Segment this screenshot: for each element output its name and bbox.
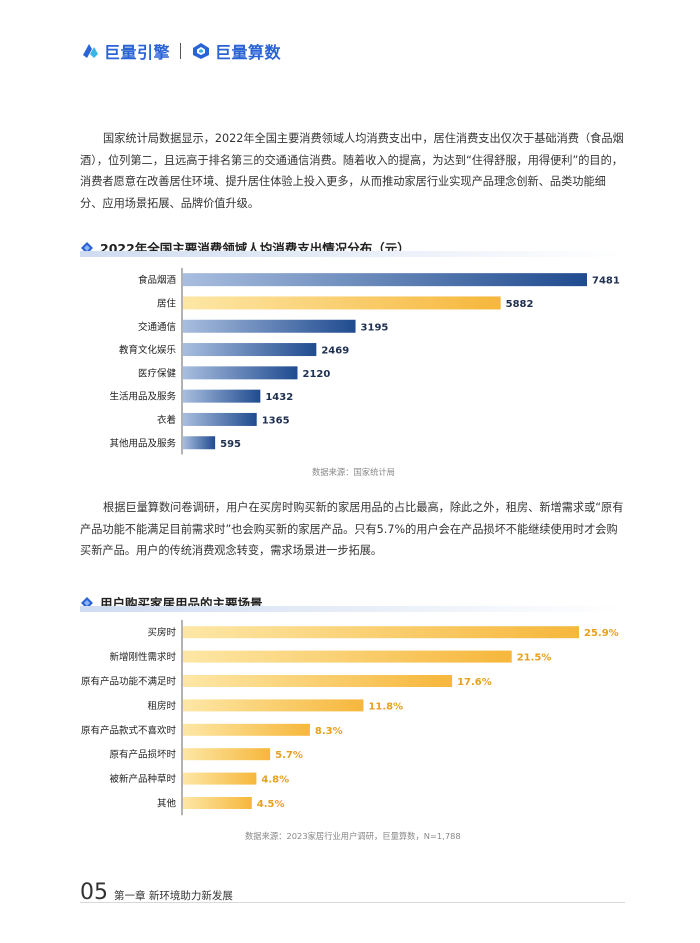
category-label: 原有产品款式不喜欢时 [81, 724, 177, 736]
section-bullet-icon [81, 241, 93, 254]
value-label: 2120 [302, 369, 330, 380]
brand-logo-1[interactable]: 巨量引擎 [80, 39, 170, 63]
value-label: 1365 [262, 415, 290, 426]
brand-name-1: 巨量引擎 [104, 43, 171, 62]
value-label: 5882 [506, 299, 534, 310]
value-label: 4.8% [261, 775, 289, 786]
value-label: 11.8% [368, 701, 403, 712]
bar [183, 389, 261, 403]
category-label: 新增刚性需求时 [109, 651, 176, 663]
category-label: 租房时 [147, 700, 176, 712]
bar [183, 343, 317, 357]
section-bullet-icon [81, 596, 93, 609]
value-label: 21.5% [517, 653, 552, 664]
bar [183, 650, 512, 663]
chart2-source: 数据来源：2023家居行业用户调研，巨量算数，N=1,788 [245, 831, 461, 841]
category-label: 原有产品损坏时 [109, 749, 176, 761]
scenario-bar-chart-svg: 买房时 25.9% 新增刚性需求时 21.5% 原有产品功能不满足时 17.6% 租房时 11… [81, 620, 619, 816]
value-label: 5.7% [275, 750, 303, 761]
category-label: 买房时 [147, 627, 176, 639]
suanshu-logo-icon [193, 43, 210, 59]
category-label: 食品烟酒 [138, 274, 177, 286]
bar [183, 748, 271, 761]
ocean-engine-logo-icon [83, 44, 98, 58]
category-label: 其他 [157, 798, 177, 810]
brand-logo-2[interactable]: 巨量算数 [191, 39, 281, 63]
bar [183, 319, 356, 333]
value-label: 595 [220, 439, 241, 450]
bar [183, 412, 257, 426]
value-label: 7481 [592, 276, 620, 287]
chapter-title: 第一章 新环境助力新发展 [114, 890, 233, 902]
section-underline [80, 606, 625, 612]
intro-paragraph: 国家统计局数据显示，2022年全国主要消费领域人均消费支出中，居住消费支出仅次于… [80, 132, 624, 210]
value-label: 25.9% [584, 628, 619, 639]
bar [183, 366, 298, 380]
bar [183, 436, 216, 450]
category-label: 原有产品功能不满足时 [81, 676, 177, 688]
brand-name-2: 巨量算数 [215, 43, 282, 62]
value-label: 1432 [265, 392, 293, 403]
page-number: 05 [80, 880, 108, 905]
category-label: 其他用品及服务 [109, 437, 176, 449]
value-label: 8.3% [315, 726, 343, 737]
bar [183, 723, 310, 736]
category-label: 被新产品种草时 [109, 773, 176, 785]
bar [183, 772, 257, 785]
value-label: 4.5% [257, 799, 285, 810]
footer-divider [80, 902, 625, 903]
header: 巨量引擎 巨量算数 [80, 38, 281, 64]
consumption-bar-chart-svg: 食品烟酒 7481 居住 5882 交通通信 3195 教育文化娱乐 2469 医疗保健 2120… [109, 268, 620, 455]
bar [183, 626, 579, 639]
header-divider [180, 43, 182, 59]
value-label: 17.6% [457, 677, 492, 688]
bar [183, 675, 453, 687]
value-label: 2469 [321, 346, 349, 357]
category-label: 教育文化娱乐 [119, 344, 177, 356]
chart1-source: 数据来源：国家统计局 [312, 467, 395, 477]
bar [183, 296, 501, 310]
bar [183, 699, 364, 712]
survey-paragraph: 根据巨量算数问卷调研，用户在买房时购买新的家居用品的占比最高，除此之外，租房、新… [80, 501, 624, 557]
consumption-bar-chart: 食品烟酒 7481 居住 5882 交通通信 3195 教育文化娱乐 2469 医疗保健 2120… [80, 268, 625, 458]
category-label: 生活用品及服务 [109, 391, 176, 403]
category-label: 居住 [157, 297, 177, 309]
scenario-bar-chart: 买房时 25.9% 新增刚性需求时 21.5% 原有产品功能不满足时 17.6% 租房时 11… [80, 620, 625, 820]
bar [183, 797, 252, 809]
section-underline [80, 251, 625, 257]
bar [183, 273, 587, 287]
value-label: 3195 [361, 322, 389, 333]
footer: 05 第一章 新环境助力新发展 [80, 880, 233, 905]
category-label: 医疗保健 [138, 367, 177, 379]
category-label: 交通通信 [138, 321, 176, 333]
category-label: 衣着 [157, 414, 176, 426]
